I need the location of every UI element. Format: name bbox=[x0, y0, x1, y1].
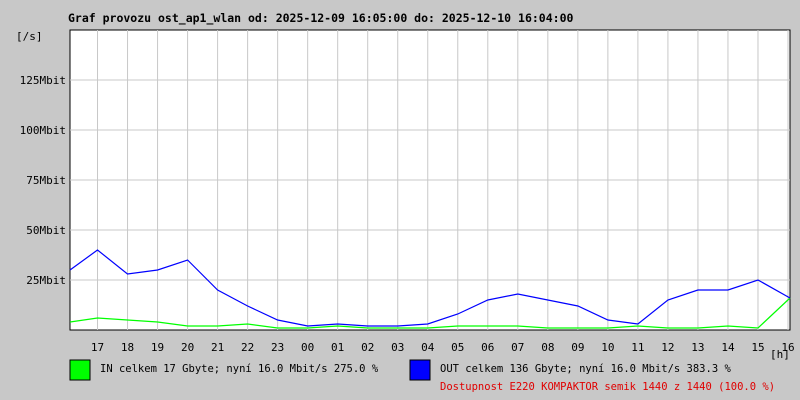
x-tick-label: 00 bbox=[301, 341, 314, 354]
y-tick-label: 50Mbit bbox=[26, 224, 66, 237]
x-tick-label: 22 bbox=[241, 341, 254, 354]
series-layer bbox=[69, 249, 791, 329]
legend-out-text: OUT celkem 136 Gbyte; nyní 16.0 Mbit/s 3… bbox=[440, 363, 731, 375]
y-tick-label: 125Mbit bbox=[20, 74, 66, 87]
x-tick-label: 19 bbox=[151, 341, 164, 354]
x-tick-label: 06 bbox=[481, 341, 494, 354]
grid bbox=[70, 30, 790, 330]
x-tick-label: 09 bbox=[571, 341, 584, 354]
y-axis-unit-label: [/s] bbox=[16, 30, 43, 43]
availability-text: Dostupnost E220 KOMPAKTOR semik 1440 z 1… bbox=[440, 381, 775, 393]
x-tick-label: 04 bbox=[421, 341, 435, 354]
series-in-line bbox=[69, 297, 791, 329]
x-tick-label: 21 bbox=[211, 341, 224, 354]
x-tick-label: 14 bbox=[721, 341, 735, 354]
x-tick-label: 16 bbox=[781, 341, 794, 354]
x-tick-label: 05 bbox=[451, 341, 464, 354]
y-tick-label: 25Mbit bbox=[26, 274, 66, 287]
x-tick-label: 17 bbox=[91, 341, 104, 354]
x-tick-label: 07 bbox=[511, 341, 524, 354]
chart-title: Graf provozu ost_ap1_wlan od: 2025-12-09… bbox=[68, 11, 573, 26]
y-tick-label: 75Mbit bbox=[26, 174, 66, 187]
legend-in-text: IN celkem 17 Gbyte; nyní 16.0 Mbit/s 275… bbox=[100, 363, 379, 375]
series-out-line bbox=[69, 249, 791, 327]
legend-out-swatch bbox=[409, 359, 431, 381]
y-axis-ticks: 25Mbit 50Mbit 75Mbit 100Mbit 125Mbit bbox=[20, 74, 66, 287]
x-tick-label: 15 bbox=[751, 341, 764, 354]
x-axis-unit-label: [h] bbox=[770, 348, 790, 361]
x-tick-label: 13 bbox=[691, 341, 704, 354]
legend-in-swatch bbox=[69, 359, 91, 381]
x-tick-label: 10 bbox=[601, 341, 614, 354]
x-tick-label: 11 bbox=[631, 341, 644, 354]
x-axis-ticks: 17 18 19 20 21 22 23 00 01 02 03 04 05 06 07 08 09 10 11 12… bbox=[91, 341, 795, 354]
x-tick-label: 23 bbox=[271, 341, 284, 354]
x-tick-label: 20 bbox=[181, 341, 194, 354]
x-tick-label: 01 bbox=[331, 341, 344, 354]
x-tick-label: 18 bbox=[121, 341, 134, 354]
x-tick-label: 02 bbox=[361, 341, 374, 354]
x-tick-label: 08 bbox=[541, 341, 554, 354]
x-tick-label: 12 bbox=[661, 341, 674, 354]
y-tick-label: 100Mbit bbox=[20, 124, 66, 137]
x-tick-label: 03 bbox=[391, 341, 404, 354]
